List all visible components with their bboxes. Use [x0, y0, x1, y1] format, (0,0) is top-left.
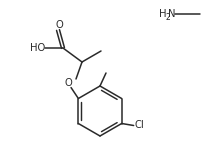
Text: HO: HO — [30, 43, 46, 53]
Text: N: N — [168, 9, 175, 19]
Text: O: O — [55, 20, 63, 30]
Text: 2: 2 — [165, 12, 170, 21]
Text: O: O — [64, 78, 72, 88]
Text: H: H — [159, 9, 167, 19]
Text: Cl: Cl — [135, 120, 145, 131]
